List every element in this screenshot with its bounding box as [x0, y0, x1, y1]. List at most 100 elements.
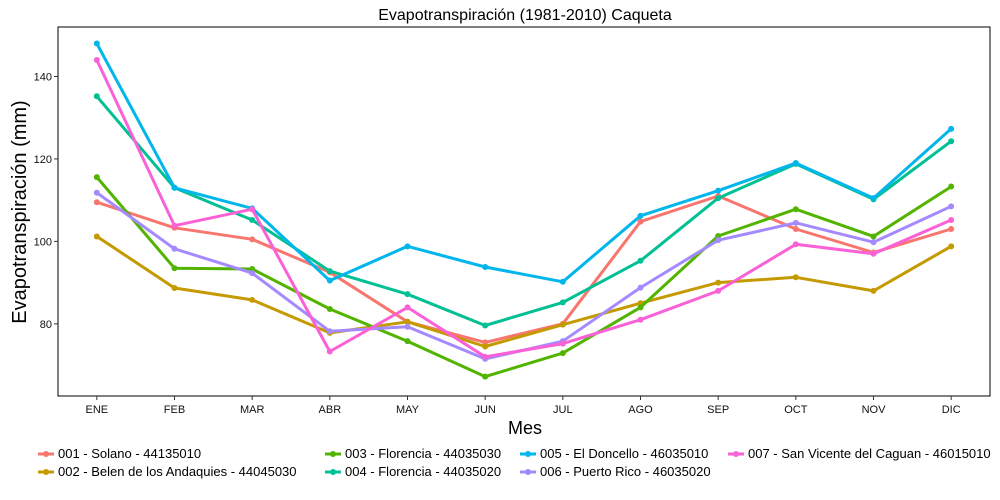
x-tick-label: OCT [784, 404, 808, 416]
data-point [249, 216, 256, 223]
chart-title: Evapotranspiración (1981-2010) Caqueta [378, 7, 672, 24]
x-tick-label: MAR [240, 404, 265, 416]
x-tick-label: FEB [164, 404, 185, 416]
y-tick-label: 120 [34, 154, 52, 166]
data-point [559, 299, 566, 306]
data-point [404, 304, 411, 311]
x-tick-label: JUL [553, 404, 573, 416]
data-point [482, 263, 489, 270]
data-point [715, 287, 722, 294]
data-point [870, 287, 877, 294]
legend-key-point [43, 469, 49, 475]
data-point [948, 125, 955, 132]
series-line [95, 94, 953, 327]
data-point [870, 239, 877, 246]
legend: 001 - Solano - 44135010 002 - Belen de lo… [38, 446, 991, 479]
legend-item: 001 - Solano - 44135010 [38, 446, 201, 461]
data-point [948, 203, 955, 210]
data-point [792, 274, 799, 281]
data-point [948, 226, 955, 233]
data-point [792, 226, 799, 233]
data-point [326, 277, 333, 284]
legend-item: 002 - Belen de los Andaquies - 44045030 [38, 464, 297, 479]
data-point [482, 322, 489, 329]
legend-key-point [43, 451, 49, 457]
data-point [326, 348, 333, 355]
series-line [95, 42, 953, 284]
data-point [715, 187, 722, 194]
data-point [249, 296, 256, 303]
data-point [559, 278, 566, 285]
data-point [870, 195, 877, 202]
series-group [93, 56, 955, 360]
data-point [404, 338, 411, 345]
series-line [95, 194, 953, 344]
data-point [93, 40, 100, 47]
data-point [792, 206, 799, 213]
legend-item: 004 - Florencia - 44035020 [325, 464, 501, 479]
x-axis-label: Mes [508, 418, 542, 438]
data-point [249, 266, 256, 273]
data-point [482, 343, 489, 350]
legend-label: 002 - Belen de los Andaquies - 44045030 [58, 464, 297, 479]
series-line [95, 58, 953, 359]
data-point [404, 243, 411, 250]
data-point [249, 270, 256, 277]
legend-key-point [525, 469, 531, 475]
x-tick-label: NOV [862, 404, 887, 416]
series-line [95, 234, 953, 348]
data-point [559, 340, 566, 347]
data-point [870, 233, 877, 240]
legend-label: 006 - Puerto Rico - 46035020 [540, 464, 711, 479]
data-point [171, 184, 178, 191]
data-point [715, 237, 722, 244]
legend-label: 001 - Solano - 44135010 [58, 446, 201, 461]
data-point [792, 160, 799, 167]
data-point [249, 206, 256, 213]
data-point [171, 245, 178, 252]
x-tick-label: ABR [319, 404, 342, 416]
y-axis-label: Evapotranspiración (mm) [9, 100, 31, 323]
data-point [93, 189, 100, 196]
legend-item: 003 - Florencia - 44035030 [325, 446, 501, 461]
x-tick-label: SEP [707, 404, 729, 416]
data-point [93, 174, 100, 181]
data-point [715, 279, 722, 286]
data-point [792, 219, 799, 226]
legend-item: 006 - Puerto Rico - 46035020 [520, 464, 711, 479]
data-point [715, 195, 722, 202]
data-point [93, 199, 100, 206]
data-point [637, 257, 644, 264]
data-point [637, 218, 644, 225]
series-line [95, 175, 953, 379]
y-tick-label: 100 [34, 236, 52, 248]
data-point [404, 323, 411, 330]
legend-label: 003 - Florencia - 44035030 [345, 446, 501, 461]
data-point [482, 353, 489, 360]
data-point [171, 265, 178, 272]
data-point [404, 318, 411, 325]
data-point [171, 222, 178, 229]
data-point [948, 183, 955, 190]
x-tick-label: AGO [628, 404, 653, 416]
x-tick-label: DIC [942, 404, 961, 416]
data-point [870, 250, 877, 257]
data-point [792, 241, 799, 248]
data-point [326, 268, 333, 275]
data-point [404, 291, 411, 298]
data-point [482, 339, 489, 346]
legend-key-point [525, 451, 531, 457]
data-point [326, 306, 333, 313]
data-point [948, 243, 955, 250]
data-point [948, 216, 955, 223]
legend-key-point [330, 469, 336, 475]
series-group [93, 93, 955, 329]
legend-key-point [733, 451, 739, 457]
plot-panel-border [57, 26, 991, 397]
series-group [93, 233, 955, 350]
data-point [93, 233, 100, 240]
data-point [559, 350, 566, 357]
legend-item: 007 - San Vicente del Caguan - 46015010 [728, 446, 991, 461]
data-point [482, 373, 489, 380]
